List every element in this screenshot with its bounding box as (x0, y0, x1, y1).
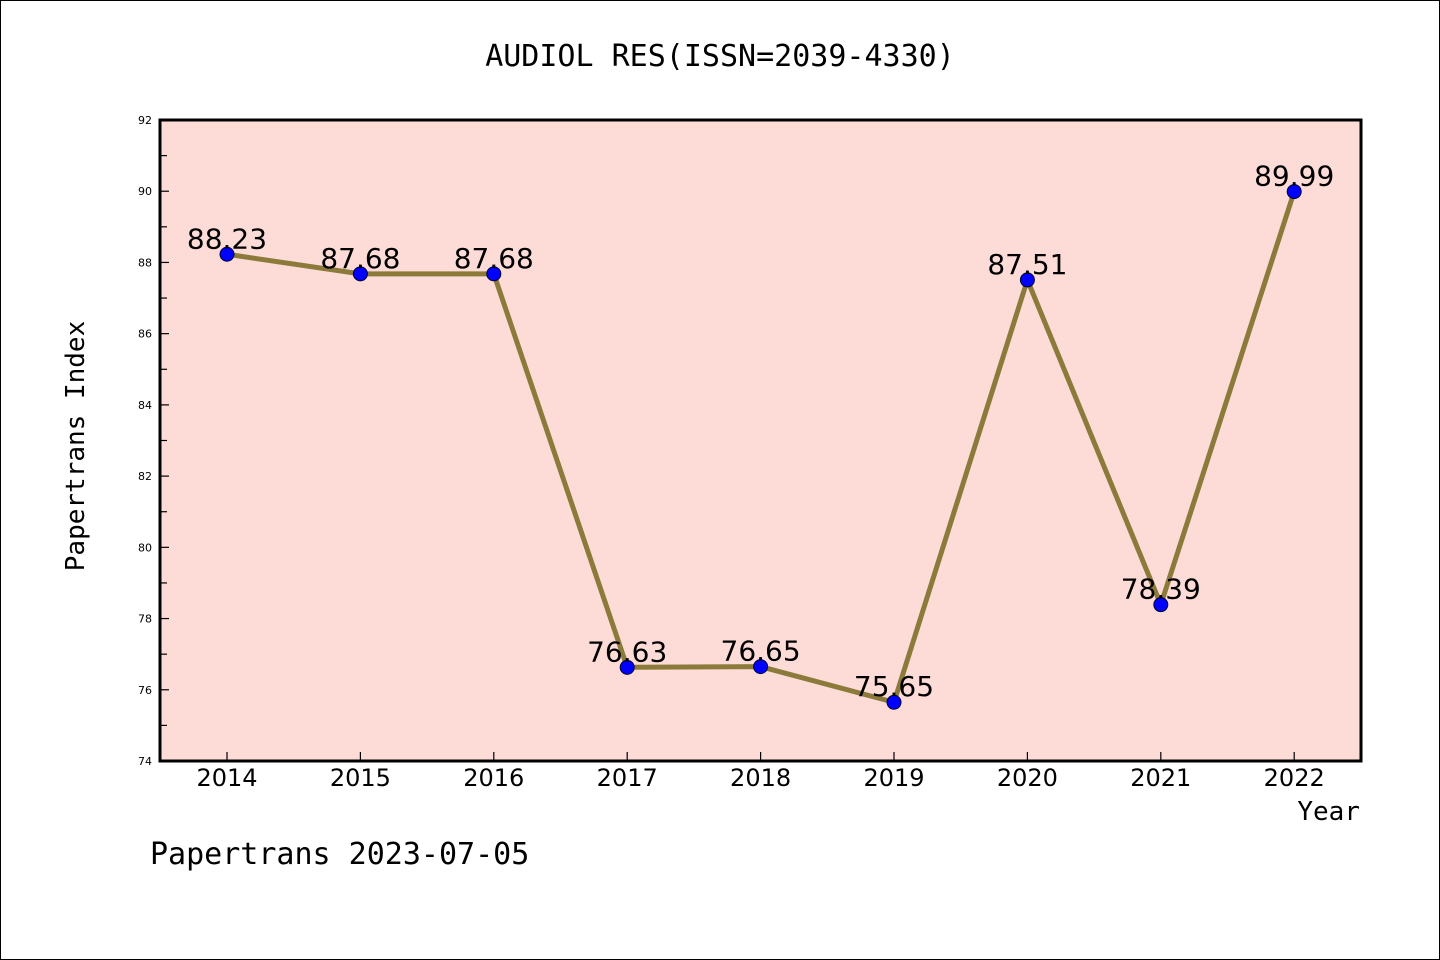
data-label: 87.51 (987, 248, 1067, 281)
footer-text: Papertrans 2023-07-05 (150, 837, 529, 872)
y-tick-label: 80 (138, 541, 152, 554)
y-tick-label: 74 (138, 755, 152, 768)
data-point (352, 266, 368, 282)
y-tick-label: 84 (138, 399, 152, 412)
data-markers (219, 184, 1302, 710)
y-tick-label: 78 (138, 613, 152, 626)
data-label: 75.65 (854, 670, 934, 703)
x-tick-label: 2014 (196, 764, 257, 792)
y-axis-label: Papertrans Index (61, 321, 91, 571)
data-point (753, 659, 769, 675)
x-tick-label: 2017 (597, 764, 658, 792)
plot-area (158, 118, 1363, 763)
x-tick-label: 2016 (463, 764, 524, 792)
y-tick-label: 92 (138, 114, 152, 127)
data-label: 87.68 (454, 242, 534, 275)
y-tick-label: 88 (138, 256, 152, 269)
x-tick-label: 2018 (730, 764, 791, 792)
data-point (486, 266, 502, 282)
y-tick-label: 86 (138, 328, 152, 341)
data-label: 87.68 (320, 242, 400, 275)
x-tick-label: 2020 (997, 764, 1058, 792)
x-tick-label: 2021 (1130, 764, 1191, 792)
y-axis: 74 76 78 80 82 84 86 88 90 92 (138, 114, 169, 768)
data-point (619, 659, 635, 675)
x-axis-label: Year (1297, 797, 1360, 827)
data-point (1019, 272, 1035, 288)
x-tick-label: 2019 (863, 764, 924, 792)
x-tick-label: 2022 (1264, 764, 1325, 792)
y-tick-label: 76 (138, 684, 152, 697)
y-tick-label: 90 (138, 185, 152, 198)
data-labels: 88.23 87.68 87.68 76.63 76.65 75.65 87.51 78.39… (187, 160, 1334, 704)
data-point (219, 246, 235, 262)
data-label: 78.39 (1121, 573, 1201, 606)
data-label: 76.65 (721, 635, 801, 668)
x-axis: 2014 2015 2016 2017 2018 2019 2020 2021 2022 (196, 752, 1325, 792)
data-label: 76.63 (587, 635, 667, 668)
data-point (1286, 184, 1302, 200)
data-label: 88.23 (187, 222, 267, 255)
data-point (886, 694, 902, 710)
data-point (1153, 597, 1169, 613)
x-tick-label: 2015 (330, 764, 391, 792)
chart-title: AUDIOL RES(ISSN=2039-4330) (485, 39, 955, 74)
y-tick-label: 82 (138, 470, 152, 483)
data-label: 89.99 (1254, 160, 1334, 193)
